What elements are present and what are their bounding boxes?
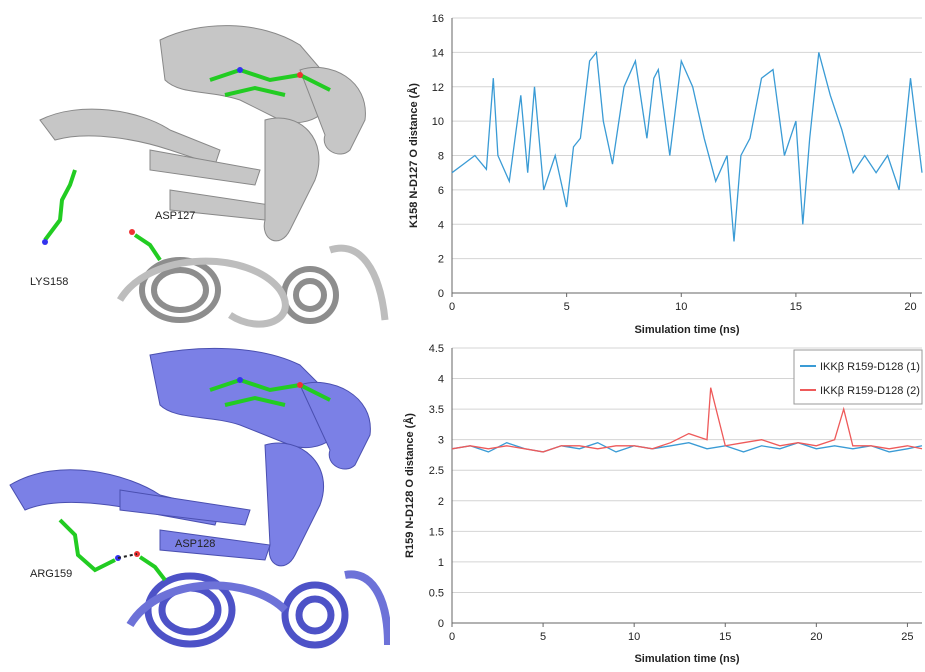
top-ligand	[209, 67, 331, 97]
x-tick-label: 5	[540, 631, 546, 643]
top-protein-image	[39, 25, 389, 328]
legend-entry: IKKβ R159-D128 (2)	[820, 385, 920, 397]
top-protein-structure: LYS158 ASP127	[0, 0, 390, 340]
bottom-chart: 0 0.5 1 1.5 2 2.5 3 3.5 4 4.5 0 5 10 15 20 25 Simulation…	[395, 340, 925, 667]
y-axis-label: K158 N-D127 O distance (Å)	[407, 83, 420, 228]
series-line-1	[451, 441, 923, 453]
legend-box	[793, 349, 923, 405]
bottom-protein-ribbons	[9, 347, 371, 567]
y-tick-label: 6	[438, 185, 444, 197]
y-tick-label: 1.5	[429, 526, 444, 538]
top-chart-svg: 0 2 4 6 8 10 12 14 16 0 5 10 15 20 Simulation time (ns…	[407, 13, 923, 336]
bottom-residue-label-2: ASP128	[175, 538, 216, 550]
x-tick-label: 20	[810, 631, 822, 643]
y-tick-label: 0	[438, 618, 444, 630]
y-tick-label: 16	[432, 13, 444, 25]
y-tick-label: 14	[432, 47, 444, 59]
bottom-protein-structure: ARG159 ASP128	[0, 345, 392, 667]
bottom-helix-2	[281, 581, 349, 649]
x-tick-label: 15	[719, 631, 731, 643]
x-tick-label: 5	[564, 301, 570, 313]
y-tick-label: 2	[438, 254, 444, 266]
x-tick-label: 0	[449, 301, 455, 313]
y-axis-label: R159 N-D128 O distance (Å)	[403, 413, 416, 558]
y-tick-label: 2.5	[429, 465, 444, 477]
y-tick-label: 0.5	[429, 587, 444, 599]
x-tick-label: 10	[675, 301, 687, 313]
y-tick-label: 2	[438, 496, 444, 508]
bottom-chart-svg: 0 0.5 1 1.5 2 2.5 3 3.5 4 4.5 0 5 10 15 20 25 Simulation…	[403, 343, 923, 665]
y-tick-label: 3	[438, 435, 444, 447]
series-line-2	[451, 387, 923, 453]
bottom-protein-image	[9, 347, 392, 649]
bottom-arg-sidechain	[58, 518, 121, 573]
legend-entry: IKKβ R159-D128 (1)	[820, 361, 920, 373]
top-residue-label-1: LYS158	[30, 276, 69, 288]
y-tick-label: 3.5	[429, 404, 444, 416]
top-asp-sidechain	[129, 229, 162, 262]
bottom-residue-label-1: ARG159	[30, 568, 73, 580]
series-line-1	[451, 50, 923, 242]
x-tick-label: 10	[628, 631, 640, 643]
x-tick-label: 20	[904, 301, 916, 313]
top-chart: 0 2 4 6 8 10 12 14 16 0 5 10 15 20 Simulation time (ns…	[395, 0, 925, 340]
x-tick-label: 15	[790, 301, 802, 313]
y-tick-label: 4	[438, 374, 444, 386]
y-tick-label: 4	[438, 219, 444, 231]
x-axis-label: Simulation time (ns)	[634, 653, 739, 665]
top-lys-sidechain	[42, 169, 77, 245]
y-tick-label: 0	[438, 288, 444, 300]
x-tick-label: 0	[449, 631, 455, 643]
x-axis-label: Simulation time (ns)	[634, 324, 739, 336]
y-tick-label: 12	[432, 82, 444, 94]
bottom-asp-sidechain	[134, 551, 167, 582]
top-protein-ribbons	[39, 25, 366, 242]
top-helix-2	[281, 266, 339, 324]
y-tick-label: 10	[432, 116, 444, 128]
y-tick-label: 1	[438, 557, 444, 569]
bottom-ligand	[209, 377, 331, 407]
x-tick-label: 25	[901, 631, 913, 643]
top-residue-label-2: ASP127	[155, 210, 196, 222]
y-tick-label: 8	[438, 151, 444, 163]
y-tick-label: 4.5	[429, 343, 444, 355]
